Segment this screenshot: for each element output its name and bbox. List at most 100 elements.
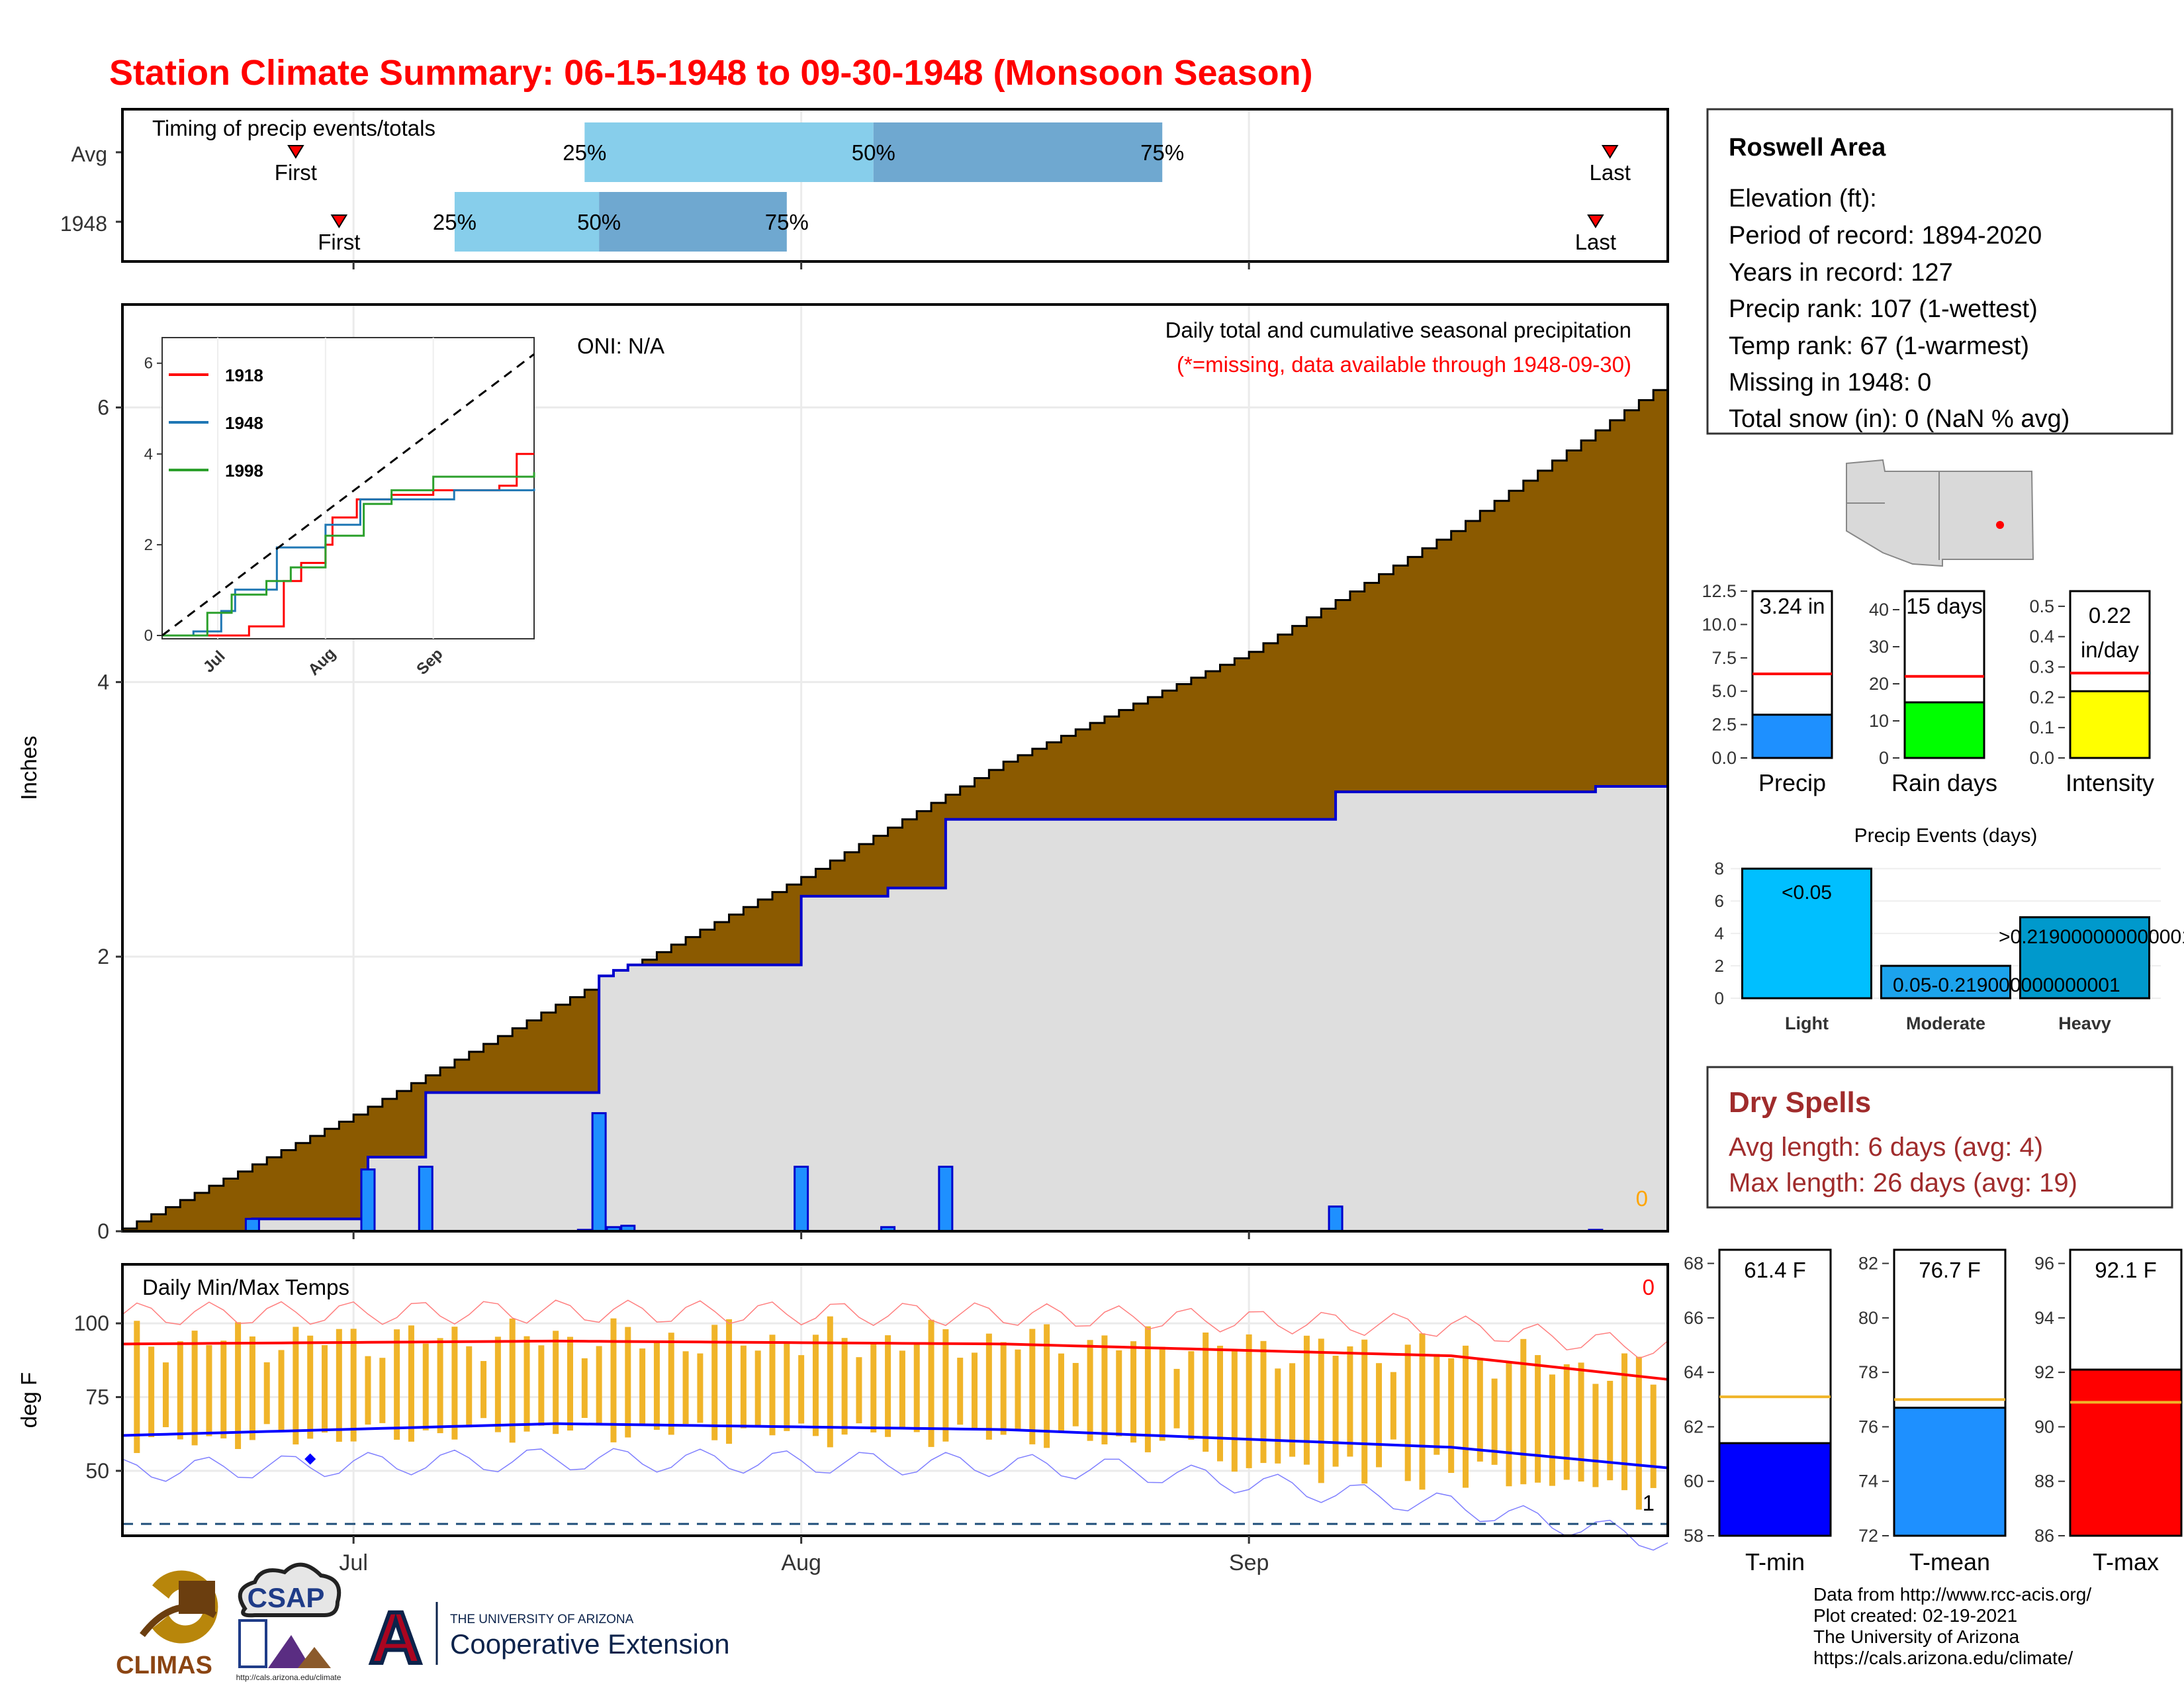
temp-range-bar-14	[322, 1345, 328, 1433]
temps-panel: 50 75 100 deg F Daily Min/Max Temps 0 1 Ju…	[17, 261, 1669, 1575]
ua-university-name: THE UNIVERSITY OF ARIZONA	[450, 1613, 634, 1626]
events-label-moderate: 0.05-0.219000000000001	[1893, 974, 2120, 996]
temp-range-bar-52	[870, 1342, 877, 1432]
temp-range-bar-66	[1072, 1362, 1079, 1427]
temp-range-bar-5	[191, 1331, 198, 1446]
precip-gauge-bar-1	[1903, 701, 1985, 759]
temp-range-bar-99	[1549, 1374, 1555, 1486]
precip-gauge-tick-label-2-4: 0.4	[2029, 627, 2054, 647]
temp-range-bar-64	[1044, 1324, 1050, 1448]
events-category-2: Heavy	[2058, 1013, 2111, 1033]
temp-range-bar-50	[841, 1338, 848, 1435]
temp-range-bar-103	[1607, 1380, 1614, 1481]
events-ytick-label-3: 6	[1715, 891, 1724, 911]
temp-range-bar-18	[379, 1358, 386, 1423]
timing-label-75-1: 75%	[765, 210, 809, 234]
precip-daily-bars	[244, 1112, 1604, 1233]
temp-range-bar-72	[1159, 1346, 1165, 1441]
avg-high-line	[122, 1339, 1668, 1381]
temp-range-bar-74	[1188, 1351, 1195, 1440]
temp-range-bar-42	[726, 1319, 733, 1444]
temps-ytick-label-1: 75	[85, 1385, 109, 1409]
temp-range-bar-90	[1419, 1333, 1426, 1490]
footer-line-university: The University of Arizona	[1813, 1626, 2020, 1647]
precip-gauge-tick-label-2-0: 0.0	[2029, 748, 2054, 768]
ua-a-icon: A	[369, 1597, 422, 1679]
precip-gauge-name-0: Precip	[1758, 769, 1826, 796]
temp-gauge-tick-label-2-0: 86	[2034, 1526, 2054, 1546]
temp-range-bar-95	[1491, 1378, 1498, 1465]
precip-gauge-label-0: 3.24 in	[1759, 594, 1825, 618]
precip-gauge-tick-label-0-3: 7.5	[1711, 648, 1737, 668]
dry-spells-max: Max length: 26 days (avg: 19)	[1729, 1168, 2077, 1197]
temp-gauge-tick-label-1-2: 76	[1858, 1417, 1878, 1436]
precip-panel: 0 2 4 6 Inches ONI: N/A Daily total and cum…	[17, 303, 1669, 1243]
daily-precip-bar-4	[591, 1112, 607, 1233]
temp-range-bar-94	[1477, 1358, 1483, 1462]
inset-average-line	[161, 353, 535, 637]
inset-ytick-label-1: 2	[144, 536, 153, 554]
temp-range-bar-2	[148, 1346, 155, 1437]
temp-range-bar-20	[408, 1325, 414, 1442]
temps-y-axis: 50 75 100	[74, 1311, 122, 1483]
precip-y-label: Inches	[17, 735, 41, 800]
temp-gauge-tick-label-1-1: 74	[1858, 1472, 1878, 1491]
station-line-temp-rank: Temp rank: 67 (1-warmest)	[1729, 332, 2029, 360]
timing-last-marker-1	[1587, 214, 1604, 228]
precip-gauge-name-1: Rain days	[1891, 769, 1997, 796]
precip-gauge-tick-label-1-4: 40	[1869, 600, 1889, 620]
temp-gauge-tick-label-1-0: 72	[1858, 1526, 1878, 1546]
temp-range-bar-53	[885, 1335, 891, 1437]
precip-gauge-tick-label-0-0: 0.0	[1711, 748, 1737, 768]
temp-range-bar-45	[769, 1335, 776, 1436]
precip-gauge-tick-label-1-2: 20	[1869, 674, 1889, 694]
temp-range-bar-70	[1130, 1341, 1137, 1443]
temp-range-bar-34	[610, 1318, 617, 1442]
inset-legend: 1918 1948 1998	[169, 365, 263, 481]
precip-gauge-tick-label-1-1: 10	[1869, 711, 1889, 731]
precip-gauge-tick-label-1-3: 30	[1869, 637, 1889, 657]
inset-lines	[161, 353, 535, 637]
temp-range-bar-87	[1376, 1363, 1383, 1468]
temp-range-bar-93	[1462, 1345, 1469, 1488]
temp-gauge-tick-label-1-5: 82	[1858, 1254, 1878, 1274]
precip-gauge-tick-label-0-4: 10.0	[1702, 614, 1737, 634]
footer-line-created: Plot created: 02-19-2021	[1813, 1605, 2017, 1626]
temp-gauge-tick-label-2-4: 94	[2034, 1308, 2054, 1328]
temp-gauge-tick-label-2-3: 92	[2034, 1362, 2054, 1382]
temp-range-bar-25	[480, 1361, 487, 1419]
temp-range-bar-75	[1203, 1333, 1209, 1452]
temp-range-bar-40	[697, 1353, 704, 1423]
temps-frame	[121, 1263, 1669, 1537]
temp-range-bar-59	[972, 1352, 978, 1429]
temp-gauge-tick-label-0-2: 62	[1684, 1417, 1704, 1436]
temp-range-bar-31	[567, 1336, 573, 1431]
temp-range-bar-39	[682, 1351, 689, 1424]
station-info-box: Roswell Area Elevation (ft): Period of r…	[1706, 108, 2173, 435]
events-ytick-label-4: 8	[1715, 859, 1724, 878]
events-bar-moderate	[1880, 964, 2011, 1000]
temp-range-bar-57	[942, 1329, 949, 1442]
events-chart: Precip Events (days) 0 2 4 6 8 Light Moderate H…	[1715, 825, 2184, 1033]
temp-range-bar-55	[913, 1344, 920, 1432]
temp-range-bar-79	[1260, 1340, 1267, 1464]
temp-range-bar-100	[1563, 1364, 1570, 1480]
inset-ytick-label-3: 6	[144, 355, 153, 373]
precip-areas	[121, 380, 1669, 1233]
precip-gauge-sublabel-2: in/day	[2081, 637, 2140, 662]
temps-caption: Daily Min/Max Temps	[142, 1275, 349, 1299]
precip-ytick-label-0: 0	[97, 1219, 109, 1243]
events-ytick-label-1: 2	[1715, 956, 1724, 976]
station-line-elevation: Elevation (ft):	[1729, 185, 1877, 212]
year-cumulative-line	[122, 785, 1668, 1233]
temp-range-bar-32	[581, 1358, 588, 1419]
temp-gauge-tick-label-0-1: 60	[1684, 1472, 1704, 1491]
x-axis: Jul Aug Sep	[339, 261, 1269, 1575]
temp-range-bar-58	[957, 1358, 964, 1425]
temp-range-bar-41	[711, 1325, 718, 1440]
temp-range-bar-77	[1231, 1351, 1238, 1472]
temp-range-bar-84	[1332, 1356, 1339, 1467]
temps-bottom-count: 1	[1643, 1491, 1655, 1515]
precip-gauge-tick-label-0-1: 2.5	[1711, 715, 1737, 735]
precip-gauge-label-1: 15 days	[1906, 594, 1983, 618]
